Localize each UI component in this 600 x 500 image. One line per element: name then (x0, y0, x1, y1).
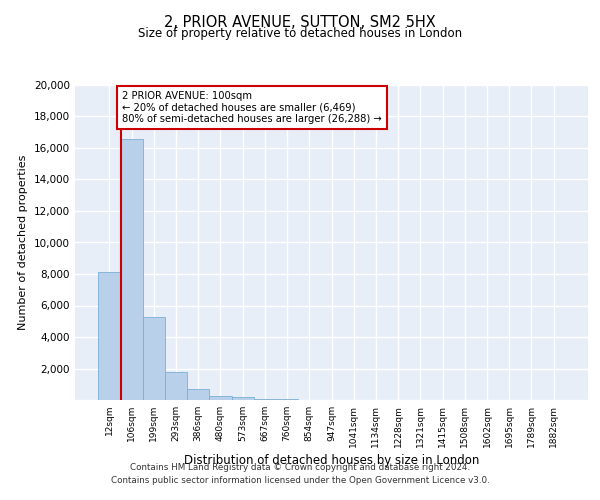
Bar (121, 138, 143, 400)
Text: Size of property relative to detached houses in London: Size of property relative to detached ho… (138, 28, 462, 40)
Text: 2, PRIOR AVENUE, SUTTON, SM2 5HX: 2, PRIOR AVENUE, SUTTON, SM2 5HX (164, 15, 436, 30)
Bar (143, 316, 165, 400)
Y-axis label: Number of detached properties: Number of detached properties (19, 155, 28, 330)
Bar (232, 398, 254, 400)
Bar (98, 272, 121, 400)
Bar (165, 372, 187, 400)
X-axis label: Distribution of detached houses by size in London: Distribution of detached houses by size … (184, 454, 479, 467)
Bar (209, 396, 232, 400)
Text: 2 PRIOR AVENUE: 100sqm
← 20% of detached houses are smaller (6,469)
80% of semi-: 2 PRIOR AVENUE: 100sqm ← 20% of detached… (122, 92, 382, 124)
Bar (254, 398, 276, 400)
Bar (187, 389, 209, 400)
Text: Contains HM Land Registry data © Crown copyright and database right 2024.
Contai: Contains HM Land Registry data © Crown c… (110, 464, 490, 485)
